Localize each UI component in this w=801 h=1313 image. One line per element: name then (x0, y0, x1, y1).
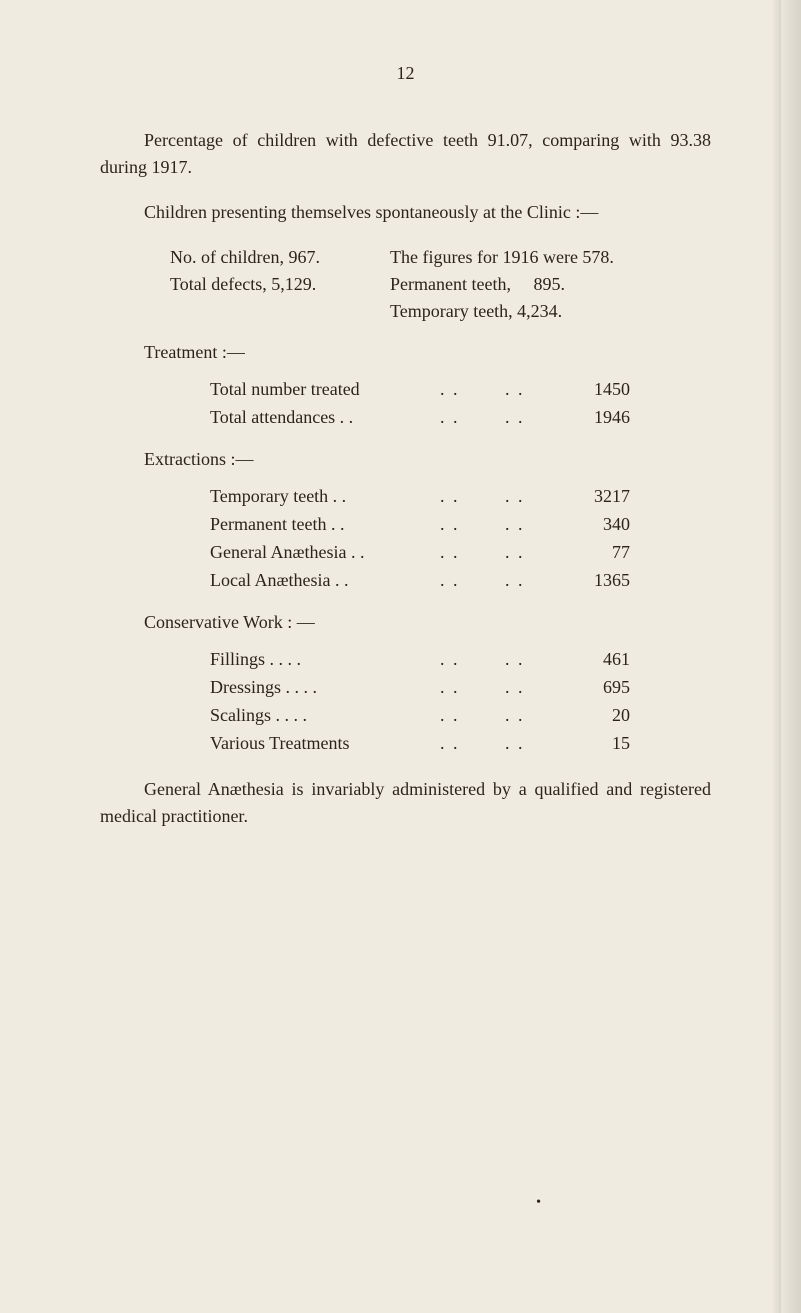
row-label: Fillings . . . . (210, 646, 440, 673)
table-row: Permanent teeth . . . . . . 340 (210, 511, 711, 539)
row-value: 3217 (560, 483, 630, 510)
row-value: 695 (560, 674, 630, 701)
table-row: Dressings . . . . . . . . 695 (210, 674, 711, 702)
table-row: Fillings . . . . . . . . 461 (210, 646, 711, 674)
leader-dots: . . . . (440, 539, 560, 566)
row-label: Dressings . . . . (210, 674, 440, 701)
table-row: Various Treatments . . . . 15 (210, 730, 711, 758)
row-label: Scalings . . . . (210, 702, 440, 729)
leader-dots: . . . . (440, 646, 560, 673)
page-gutter-shadow (773, 0, 781, 1313)
clinic-figures-block: No. of children, 967. The figures for 19… (170, 244, 711, 325)
row-value: 461 (560, 646, 630, 673)
row-label: Various Treatments (210, 730, 440, 757)
row-value: 340 (560, 511, 630, 538)
extractions-heading: Extractions :— (100, 446, 711, 473)
row-label: Total attendances . . (210, 404, 440, 431)
table-row: Temporary teeth . . . . . . 3217 (210, 483, 711, 511)
table-row: General Anæthesia . . . . . . 77 (210, 539, 711, 567)
page: 12 Percentage of children with defective… (0, 0, 801, 1313)
row-label: Total number treated (210, 376, 440, 403)
temporary-teeth-value: Temporary teeth, 4,234. (390, 298, 562, 325)
extractions-table: Temporary teeth . . . . . . 3217 Permane… (210, 483, 711, 595)
leader-dots: . . . . (440, 376, 560, 403)
clinic-heading-line: Children presenting themselves spontaneo… (100, 199, 711, 226)
row-value: 1946 (560, 404, 630, 431)
leader-dots: . . . . (440, 730, 560, 757)
page-number: 12 (100, 60, 711, 87)
treatment-heading: Treatment :— (100, 339, 711, 366)
row-value: 15 (560, 730, 630, 757)
table-row: Scalings . . . . . . . . 20 (210, 702, 711, 730)
conservative-heading: Conservative Work : — (100, 609, 711, 636)
table-row: Total attendances . . . . . . 1946 (210, 404, 711, 432)
leader-dots: . . . . (440, 674, 560, 701)
children-count-line: No. of children, 967. The figures for 19… (170, 244, 711, 271)
treatment-table: Total number treated . . . . 1450 Total … (210, 376, 711, 432)
conservative-table: Fillings . . . . . . . . 461 Dressings .… (210, 646, 711, 758)
table-row: Total number treated . . . . 1450 (210, 376, 711, 404)
leader-dots: . . . . (440, 404, 560, 431)
children-count-label: No. of children, 967. (170, 244, 390, 271)
closing-paragraph: General Anæthesia is invariably administ… (100, 776, 711, 830)
row-label: Local Anæthesia . . (210, 567, 440, 594)
row-value: 1450 (560, 376, 630, 403)
stray-mark-icon: • (536, 1192, 541, 1213)
row-value: 77 (560, 539, 630, 566)
leader-dots: . . . . (440, 702, 560, 729)
leader-dots: . . . . (440, 483, 560, 510)
row-label: General Anæthesia . . (210, 539, 440, 566)
leader-dots: . . . . (440, 511, 560, 538)
intro-paragraph: Percentage of children with defective te… (100, 127, 711, 181)
children-count-right: The figures for 1916 were 578. (390, 244, 614, 271)
row-value: 20 (560, 702, 630, 729)
permanent-teeth-value: Permanent teeth, 895. (390, 271, 565, 298)
temporary-teeth-line: Temporary teeth, 4,234. (170, 298, 711, 325)
row-value: 1365 (560, 567, 630, 594)
page-edge-shadow (775, 0, 801, 1313)
row-label: Permanent teeth . . (210, 511, 440, 538)
total-defects-line: Total defects, 5,129. Permanent teeth, 8… (170, 271, 711, 298)
table-row: Local Anæthesia . . . . . . 1365 (210, 567, 711, 595)
leader-dots: . . . . (440, 567, 560, 594)
row-label: Temporary teeth . . (210, 483, 440, 510)
total-defects-label: Total defects, 5,129. (170, 271, 390, 298)
